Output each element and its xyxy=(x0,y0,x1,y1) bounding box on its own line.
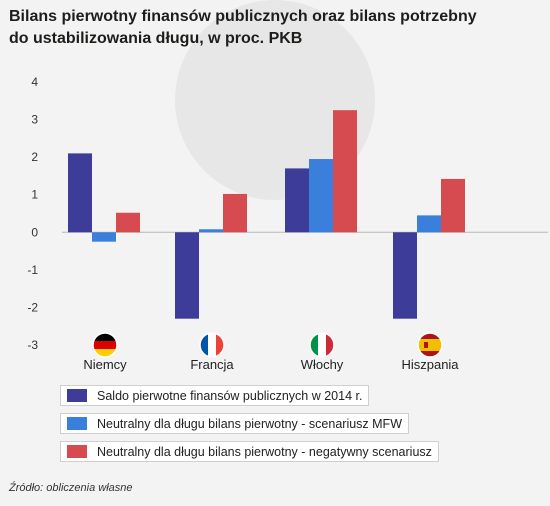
germany-flag-icon xyxy=(93,333,117,357)
legend-item-series2: Neutralny dla długu bilans pierwotny - s… xyxy=(60,413,409,434)
y-tick-label: -2 xyxy=(27,300,38,314)
chart-title-line1: Bilans pierwotny finansów publicznych or… xyxy=(9,8,477,25)
spain-flag-icon xyxy=(418,333,442,357)
bar-series3-hiszpania xyxy=(441,178,465,233)
legend-swatch-series3 xyxy=(67,445,87,458)
x-category-label: Francja xyxy=(190,357,234,372)
bar-series3-włochy xyxy=(333,110,357,233)
y-tick-label: 4 xyxy=(31,75,38,89)
bar-series1-hiszpania xyxy=(393,232,417,319)
legend-item-series1: Saldo pierwotne finansów publicznych w 2… xyxy=(60,385,370,406)
x-category-label: Włochy xyxy=(301,357,344,372)
bar-series2-francja xyxy=(199,229,223,233)
bar-series3-niemcy xyxy=(116,212,140,233)
legend-label-series3: Neutralny dla długu bilans pierwotny - n… xyxy=(97,444,432,459)
bar-series1-francja xyxy=(175,232,199,319)
y-tick-label: 3 xyxy=(31,113,38,127)
bar-series1-niemcy xyxy=(68,153,92,233)
france-flag-icon xyxy=(200,333,224,357)
bar-series1-włochy xyxy=(285,168,309,233)
flag-border xyxy=(417,332,443,358)
legend-label-series2: Neutralny dla długu bilans pierwotny - s… xyxy=(97,416,402,431)
flag-border xyxy=(92,332,118,358)
y-tick-label: -1 xyxy=(27,263,38,277)
bar-series2-hiszpania xyxy=(417,215,441,233)
chart-title: Bilans pierwotny finansów publicznych or… xyxy=(9,6,539,50)
legend-swatch-series1 xyxy=(67,389,87,402)
legend-swatch-series2 xyxy=(67,417,87,430)
legend-item-series3: Neutralny dla długu bilans pierwotny - n… xyxy=(60,441,439,462)
bar-series2-niemcy xyxy=(92,232,116,242)
y-tick-label: 2 xyxy=(31,150,38,164)
legend-label-series1: Saldo pierwotne finansów publicznych w 2… xyxy=(97,388,363,403)
y-tick-label: 0 xyxy=(31,225,38,239)
bar-series2-włochy xyxy=(309,159,333,233)
x-category-label: Hiszpania xyxy=(401,357,459,372)
x-category-label: Niemcy xyxy=(83,357,127,372)
source-note: Źródło: obliczenia własne xyxy=(9,482,133,494)
y-tick-label: -3 xyxy=(27,338,38,352)
italy-flag-icon xyxy=(310,333,334,357)
flag-border xyxy=(309,332,335,358)
chart-title-line2: do ustabilizowania długu, w proc. PKB xyxy=(9,30,303,47)
bar-series3-francja xyxy=(223,193,247,233)
flag-border xyxy=(199,332,225,358)
y-tick-label: 1 xyxy=(31,188,38,202)
